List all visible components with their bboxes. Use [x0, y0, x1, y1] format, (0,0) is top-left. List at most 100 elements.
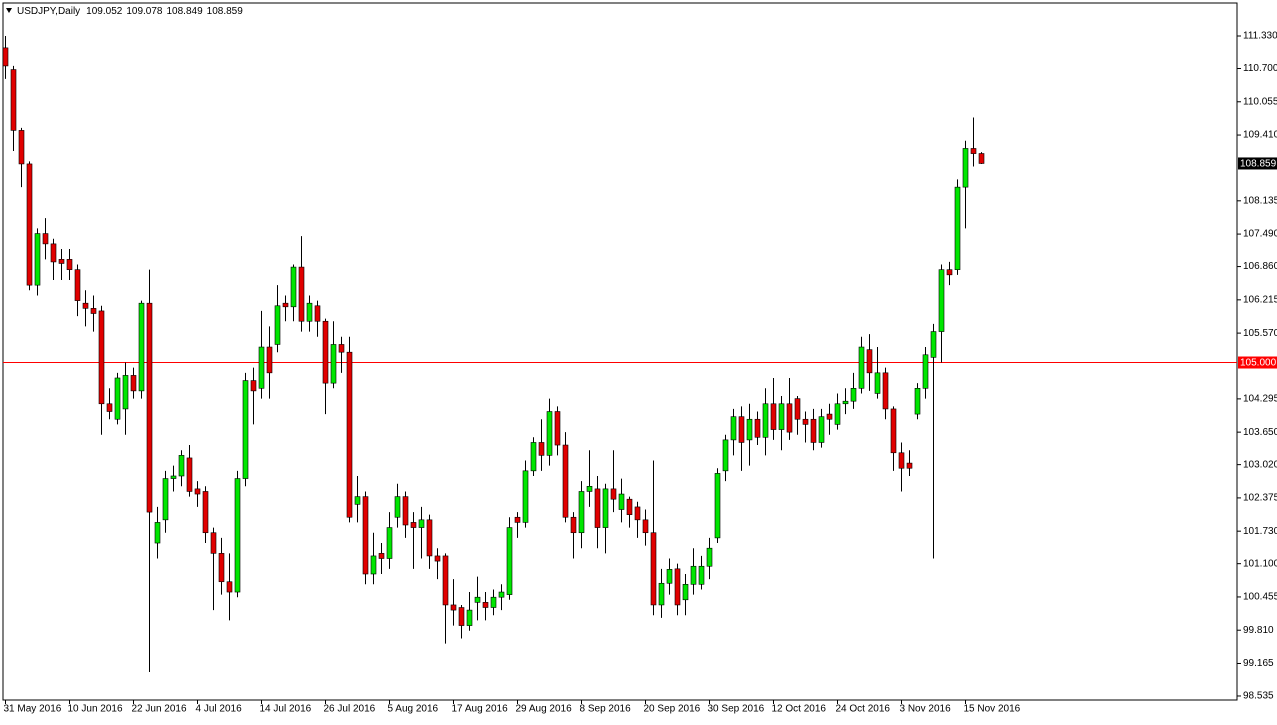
candle-body — [498, 591, 505, 598]
y-tick-label: 99.810 — [1243, 625, 1274, 636]
candle-body — [722, 439, 729, 472]
candle-body — [258, 346, 265, 389]
level-label-box — [1238, 356, 1277, 369]
y-tick-label: 101.100 — [1243, 558, 1277, 569]
candle-body — [474, 596, 481, 603]
candle-body — [922, 354, 929, 389]
candle-body — [194, 488, 201, 495]
candle-body — [954, 186, 961, 270]
x-tick-label: 26 Jul 2016 — [324, 704, 376, 715]
candle-body — [130, 375, 137, 392]
candle-body — [730, 416, 737, 441]
candle-body — [882, 372, 889, 410]
candle-body — [66, 259, 73, 270]
candle-body — [850, 388, 857, 402]
candle-body — [690, 565, 697, 585]
candle-body — [298, 266, 305, 322]
y-tick-label: 111.330 — [1243, 31, 1277, 42]
menu-arrow[interactable] — [6, 8, 12, 13]
x-tick-label: 14 Jul 2016 — [260, 704, 312, 715]
x-tick-label: 30 Sep 2016 — [708, 704, 765, 715]
price-label-box — [1238, 157, 1277, 170]
candle-body — [506, 527, 513, 595]
candle-body — [930, 331, 937, 358]
candle-body — [466, 609, 473, 626]
candle-body — [290, 266, 297, 308]
candle-body — [242, 380, 249, 479]
candle-body — [610, 488, 617, 500]
candle-body — [826, 413, 833, 420]
candle-body — [322, 320, 329, 384]
x-tick-label: 10 Jun 2016 — [68, 704, 123, 715]
candle-body — [42, 233, 49, 245]
candle-body — [618, 493, 625, 510]
x-tick-label: 3 Nov 2016 — [900, 704, 952, 715]
candle-body — [546, 411, 553, 456]
y-tick-label: 104.295 — [1243, 394, 1277, 405]
candle-body — [594, 488, 601, 528]
candle-body — [314, 305, 321, 322]
candle-body — [810, 418, 817, 443]
candle-body — [386, 527, 393, 559]
candle-body — [114, 377, 121, 420]
y-tick-label: 101.730 — [1243, 526, 1277, 537]
candle-body — [418, 519, 425, 528]
candle-body — [162, 478, 169, 521]
y-tick-label: 103.020 — [1243, 459, 1277, 470]
y-tick-label: 102.375 — [1243, 493, 1277, 504]
candle-body — [890, 408, 897, 454]
x-tick-label: 24 Oct 2016 — [836, 704, 891, 715]
candle-body — [170, 475, 177, 479]
candle-body — [714, 473, 721, 539]
candle-body — [378, 553, 385, 559]
candle-body — [770, 403, 777, 430]
plot-frame — [2, 2, 1238, 701]
y-tick-label: 103.650 — [1243, 427, 1277, 438]
candle-body — [18, 130, 25, 165]
candle-body — [346, 351, 353, 518]
candle-body — [866, 349, 873, 374]
candle-body — [602, 488, 609, 528]
candle-body — [514, 516, 521, 523]
candle-body — [562, 444, 569, 518]
candle-body — [402, 496, 409, 526]
candle-body — [354, 496, 361, 505]
candle-body — [906, 462, 913, 469]
candle-body — [834, 403, 841, 425]
candle-body — [306, 302, 313, 322]
candle-body — [650, 532, 657, 606]
candle-body — [210, 532, 217, 554]
candle-body — [634, 506, 641, 521]
candle-body — [434, 555, 441, 562]
candle-body — [154, 522, 161, 544]
x-tick-label: 12 Oct 2016 — [772, 704, 827, 715]
candle-body — [338, 344, 345, 353]
candle-body — [450, 604, 457, 611]
candle-body — [698, 565, 705, 585]
x-tick-label: 31 May 2016 — [4, 704, 62, 715]
candle-body — [666, 569, 673, 584]
candle-body — [2, 47, 9, 67]
y-tick-label: 108.135 — [1243, 195, 1277, 206]
candle-body — [26, 163, 33, 286]
candle-body — [490, 596, 497, 608]
x-tick-label: 17 Aug 2016 — [452, 704, 509, 715]
candle-body — [570, 516, 577, 534]
candle-body — [642, 519, 649, 534]
candle-body — [218, 553, 225, 583]
candle-body — [74, 269, 81, 301]
candle-body — [706, 547, 713, 567]
candle-body — [394, 496, 401, 518]
candle-body — [586, 486, 593, 492]
x-tick-label: 8 Sep 2016 — [580, 704, 632, 715]
candle-body — [818, 416, 825, 443]
candle-body — [82, 302, 89, 309]
candle-body — [410, 522, 417, 528]
candle-body — [426, 519, 433, 557]
candle-body — [146, 302, 153, 513]
candle-body — [738, 416, 745, 443]
candle-body — [530, 442, 537, 472]
candle-body — [186, 457, 193, 492]
candle-body — [522, 470, 529, 523]
